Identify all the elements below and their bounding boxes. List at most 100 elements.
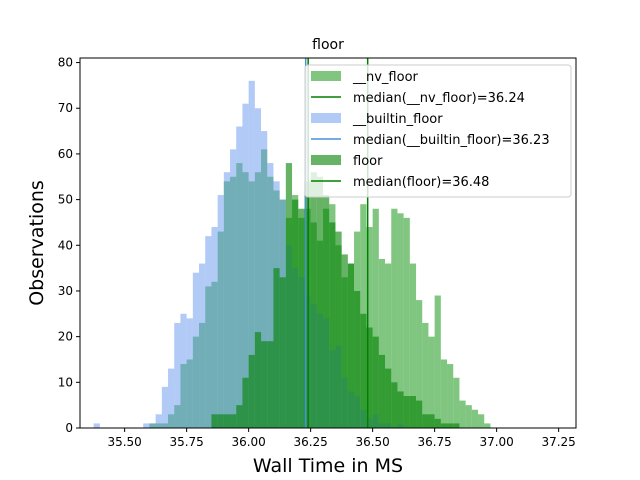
bar-floor-23 [354,290,361,428]
legend: __nv_floor median(__nv_floor)=36.24 __buil… [304,64,572,198]
bar-floor-22 [347,263,355,428]
bar-floor-25 [366,327,373,428]
bar-floor-19 [329,222,336,428]
bar-builtinfloor-15 [186,318,193,428]
chart-title: floor [312,37,344,53]
bar-nvfloor-54 [484,423,491,428]
bar-floor-11 [279,277,286,428]
legend-swatch-2 [311,113,341,123]
bar-nvfloor-41 [403,217,410,428]
x-tick-label-5: 36.75 [417,435,451,449]
bar-builtinfloor-21 [223,172,231,428]
bar-floor-1 [217,414,224,428]
bar-builtinfloor-12 [168,368,175,428]
x-tick-label-4: 36.50 [355,435,389,449]
bar-floor-10 [273,268,280,428]
bar-floor-13 [292,199,299,428]
bar-nvfloor-36 [372,208,379,428]
bar-builtinfloor-20 [217,195,224,428]
x-tick-label-1: 35.75 [169,435,203,449]
y-tick-label-0: 0 [65,421,73,435]
bar-floor-12 [285,163,293,429]
x-tick-label-3: 36.25 [293,435,327,449]
legend-label-1: median(__nv_floor)=36.24 [353,91,525,106]
y-axis: 0 10 20 30 40 50 60 70 80 [58,56,80,435]
bar-nvfloor-53 [478,414,485,428]
legend-label-0: __nv_floor [352,70,419,85]
bar-nvfloor-51 [465,405,472,428]
plot-area [79,57,577,429]
bar-floor-33 [416,400,423,428]
bar-builtinfloor-9 [149,423,156,428]
bar-floor-5 [242,377,249,428]
bar-nvfloor-40 [397,213,404,428]
bar-nvfloor-52 [471,409,479,428]
legend-label-2: __builtin_floor [352,112,443,127]
bar-floor-16 [310,172,317,428]
bar-floor-4 [236,405,243,428]
bar-floor-34 [422,414,429,428]
legend-label-5: median(floor)=36.48 [353,175,489,190]
bar-builtinfloor-8 [143,423,150,428]
bar-builtinfloor-11 [161,386,169,428]
x-tick-label-7: 37.25 [541,435,575,449]
bar-floor-31 [403,396,410,428]
bar-builtinfloor-16 [192,272,200,428]
legend-label-3: median(__builtin_floor)=36.23 [353,133,550,148]
bar-nvfloor-48 [447,364,454,428]
y-tick-label-8: 80 [58,56,73,70]
bar-builtinfloor-18 [205,236,212,428]
y-tick-label-4: 40 [58,238,73,252]
bar-floor-9 [267,341,274,428]
bar-builtinfloor-13 [174,322,181,428]
legend-swatch-0 [311,71,341,81]
legend-swatch-4 [311,155,341,165]
bar-builtinfloor-23 [236,126,243,428]
bar-builtinfloor-24 [242,103,249,428]
bar-floor-32 [409,396,417,428]
y-tick-label-3: 30 [58,284,73,298]
bar-nvfloor-47 [440,359,448,428]
bar-floor-3 [230,414,237,428]
bar-floor-2 [223,414,231,428]
bar-floor-29 [391,382,398,428]
bar-builtinfloor-28 [267,163,274,429]
plot-frame [79,57,577,429]
bar-floor-37 [440,423,448,428]
x-tick-label-6: 37.00 [479,435,513,449]
bar-builtinfloor-22 [230,149,237,428]
bar-builtinfloor-17 [199,263,206,428]
y-tick-label-6: 60 [58,147,73,161]
bar-nvfloor-44 [422,322,429,428]
bar-nvfloor-37 [378,258,386,428]
bar-builtinfloor-0 [93,423,100,428]
bar-floor-17 [316,176,324,428]
bar-nvfloor-50 [459,400,466,428]
bar-builtinfloor-26 [254,108,262,428]
bar-builtinfloor-10 [155,414,162,428]
bar-builtinfloor-14 [180,313,187,428]
bar-floor-27 [378,354,386,428]
bar-floor-24 [360,313,367,428]
bar-floor-6 [248,354,255,428]
bar-floor-39 [453,423,460,428]
bar-floor-0 [211,414,218,428]
bar-builtinfloor-27 [261,131,268,428]
y-tick-label-2: 20 [58,330,73,344]
bar-floor-7 [254,332,262,428]
bar-floor-20 [335,231,342,428]
x-axis: 35.50 35.75 36.00 36.25 36.50 36.75 37.00 37.25 [107,428,576,449]
y-tick-label-5: 50 [58,193,73,207]
bar-floor-38 [447,423,454,428]
bar-builtinfloor-25 [248,80,255,428]
bar-floor-35 [428,414,435,428]
bar-nvfloor-42 [409,263,417,428]
bar-floor-36 [434,418,441,428]
bar-nvfloor-49 [453,377,460,428]
bar-floor-26 [372,336,379,428]
x-axis-label: Wall Time in MS [253,455,403,477]
x-tick-label-0: 35.50 [107,435,141,449]
x-tick-label-2: 36.00 [231,435,265,449]
histogram-bars [93,80,491,429]
